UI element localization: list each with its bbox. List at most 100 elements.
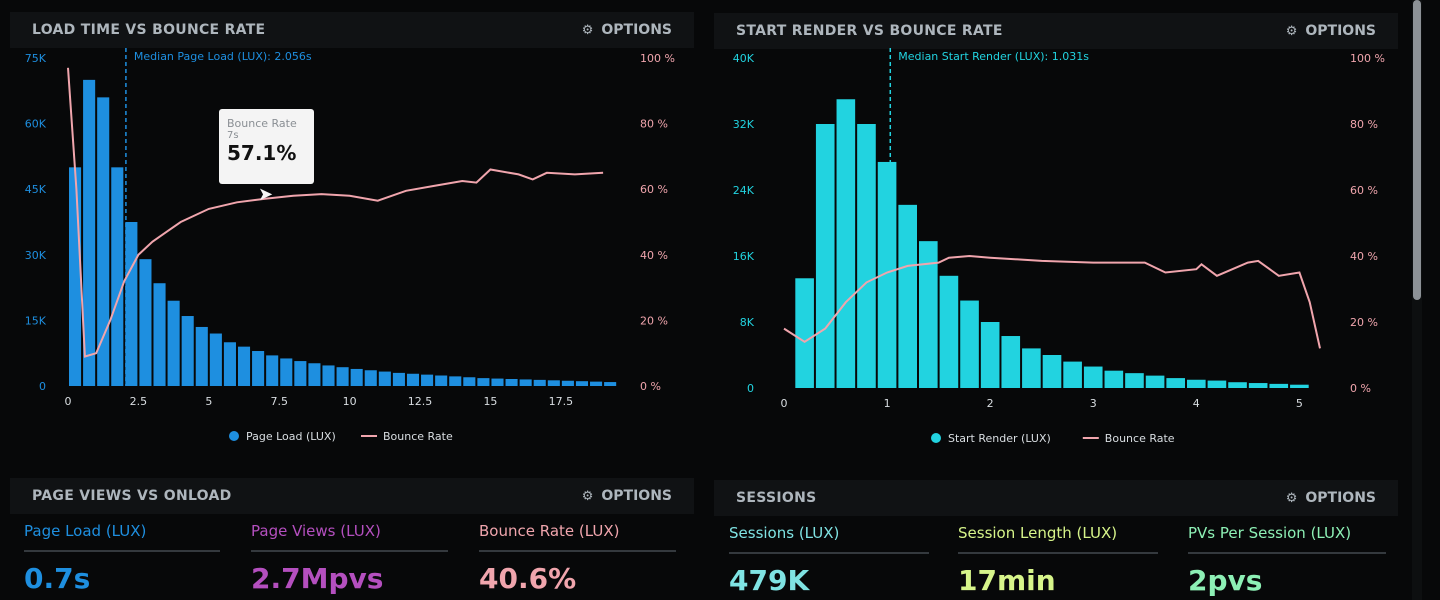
histogram-bar[interactable] — [857, 124, 876, 388]
histogram-bar[interactable] — [1125, 373, 1144, 388]
pageviews-options-button[interactable]: ⚙ OPTIONS — [582, 488, 672, 504]
histogram-bar[interactable] — [111, 167, 124, 386]
histogram-bar[interactable] — [195, 326, 208, 386]
histogram-bar[interactable] — [980, 322, 1000, 388]
histogram-bar[interactable] — [449, 376, 462, 386]
histogram-bar[interactable] — [378, 371, 391, 386]
histogram-bar[interactable] — [167, 300, 180, 386]
y-left-tick-label: 60K — [25, 118, 47, 131]
histogram-bar[interactable] — [575, 381, 589, 386]
histogram-bar[interactable] — [960, 300, 979, 388]
histogram-bar[interactable] — [533, 379, 546, 386]
x-tick-label: 15 — [483, 395, 497, 408]
histogram-bar[interactable] — [561, 380, 574, 386]
pageviews-panel-header: PAGE VIEWS VS ONLOAD ⚙ OPTIONS — [10, 478, 694, 514]
histogram-bar[interactable] — [181, 316, 194, 386]
histogram-bar[interactable] — [795, 278, 814, 388]
y-left-tick-label: 45K — [25, 183, 47, 196]
histogram-bar[interactable] — [1001, 336, 1021, 388]
histogram-bar[interactable] — [1042, 355, 1062, 388]
x-tick-label: 4 — [1193, 397, 1200, 410]
x-tick-label: 5 — [205, 395, 212, 408]
histogram-bar[interactable] — [237, 346, 251, 386]
metric-value: 2.7Mpvs — [251, 562, 384, 595]
metric-value: 40.6% — [479, 562, 577, 595]
histogram-bar[interactable] — [590, 381, 603, 386]
metric-value: 479K — [729, 564, 810, 597]
histogram-bar[interactable] — [435, 375, 448, 386]
histogram-bar[interactable] — [1063, 361, 1082, 388]
histogram-bar[interactable] — [392, 372, 405, 386]
x-tick-label: 7.5 — [270, 395, 288, 408]
histogram-bar[interactable] — [421, 374, 434, 386]
histogram-bar[interactable] — [153, 283, 166, 386]
load-options-button[interactable]: ⚙ OPTIONS — [582, 22, 672, 38]
legend-secondary-label: Bounce Rate — [383, 430, 453, 443]
gear-icon: ⚙ — [1285, 490, 1298, 506]
metric-value: 17min — [958, 564, 1056, 597]
render-options-button[interactable]: ⚙ OPTIONS — [1286, 23, 1376, 39]
legend-secondary-label: Bounce Rate — [1105, 432, 1175, 445]
histogram-bar[interactable] — [350, 368, 363, 386]
histogram-bar[interactable] — [308, 363, 321, 386]
histogram-bar[interactable] — [491, 378, 504, 386]
histogram-bar[interactable] — [139, 259, 152, 386]
histogram-bar[interactable] — [406, 373, 420, 386]
histogram-bar[interactable] — [1145, 375, 1165, 388]
metric-label: Sessions (LUX) — [729, 524, 929, 554]
histogram-bar[interactable] — [836, 99, 856, 388]
histogram-bar[interactable] — [266, 355, 279, 386]
histogram-bar[interactable] — [1269, 383, 1289, 388]
histogram-bar[interactable] — [223, 342, 236, 386]
histogram-bar[interactable] — [125, 222, 138, 386]
histogram-bar[interactable] — [505, 379, 518, 386]
histogram-bar[interactable] — [97, 97, 110, 387]
y-right-tick-label: 80 % — [640, 118, 668, 131]
y-left-tick-label: 24K — [733, 184, 755, 197]
pageviews-options-label: OPTIONS — [601, 488, 672, 504]
histogram-bar[interactable] — [939, 275, 959, 388]
y-right-tick-label: 40 % — [1350, 250, 1378, 263]
histogram-bar[interactable] — [280, 358, 293, 386]
histogram-bar[interactable] — [1228, 382, 1247, 388]
y-left-tick-label: 32K — [733, 118, 755, 131]
metric-bounce-rate: Bounce Rate (LUX) 40.6% — [479, 522, 676, 595]
histogram-bar[interactable] — [877, 161, 897, 388]
y-left-tick-label: 16K — [733, 250, 755, 263]
histogram-bar[interactable] — [463, 377, 476, 386]
histogram-bar[interactable] — [604, 382, 617, 386]
histogram-bar[interactable] — [919, 241, 938, 388]
histogram-bar[interactable] — [1207, 380, 1227, 388]
pageviews-panel-title: PAGE VIEWS VS ONLOAD — [32, 488, 232, 504]
histogram-bar[interactable] — [69, 167, 82, 386]
histogram-bar[interactable] — [1083, 366, 1103, 388]
histogram-bar[interactable] — [477, 378, 490, 386]
metric-page-views: Page Views (LUX) 2.7Mpvs — [251, 522, 448, 595]
histogram-bar[interactable] — [815, 124, 835, 388]
scrollbar-track[interactable] — [1412, 0, 1422, 600]
histogram-bar[interactable] — [83, 79, 96, 386]
histogram-bar[interactable] — [519, 379, 532, 386]
histogram-bar[interactable] — [1104, 370, 1124, 388]
y-right-tick-label: 20 % — [640, 314, 668, 327]
histogram-bar[interactable] — [252, 351, 265, 386]
histogram-bar[interactable] — [1022, 348, 1041, 388]
histogram-bar[interactable] — [364, 370, 377, 386]
histogram-bar[interactable] — [209, 333, 222, 386]
histogram-bar[interactable] — [1187, 379, 1206, 388]
y-left-tick-label: 15K — [25, 314, 47, 327]
x-tick-label: 3 — [1090, 397, 1097, 410]
histogram-bar[interactable] — [294, 361, 307, 386]
histogram-bar[interactable] — [1248, 383, 1268, 388]
histogram-bar[interactable] — [1166, 378, 1185, 388]
histogram-bar[interactable] — [1290, 384, 1309, 388]
histogram-bar[interactable] — [898, 204, 917, 388]
histogram-bar[interactable] — [322, 365, 335, 386]
tooltip-title: Bounce Rate — [227, 117, 297, 130]
render-options-label: OPTIONS — [1305, 23, 1376, 39]
sessions-options-button[interactable]: ⚙ OPTIONS — [1286, 490, 1376, 506]
histogram-bar[interactable] — [336, 367, 349, 386]
histogram-bar[interactable] — [547, 380, 560, 386]
y-right-tick-label: 0 % — [640, 380, 661, 393]
scrollbar-thumb[interactable] — [1413, 0, 1421, 300]
